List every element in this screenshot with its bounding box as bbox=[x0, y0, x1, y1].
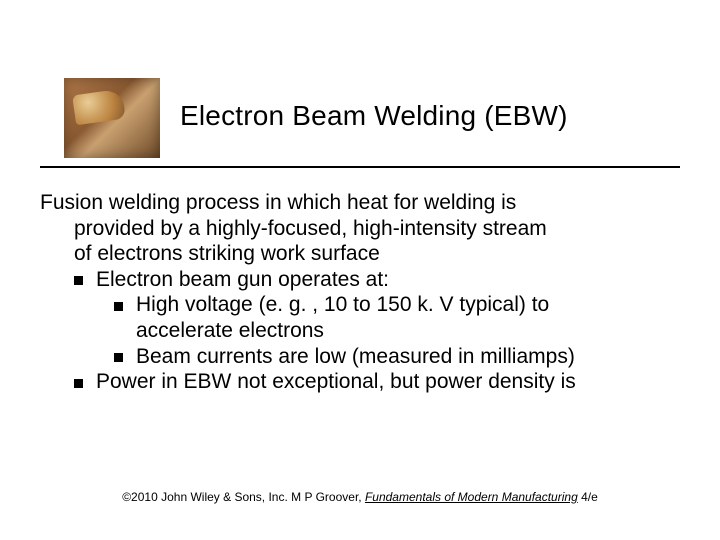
bullet-text: Beam currents are low (measured in milli… bbox=[136, 345, 575, 368]
bullet-text: Power in EBW not exceptional, but power … bbox=[96, 370, 576, 393]
list-item: High voltage (e. g. , 10 to 150 k. V typ… bbox=[114, 292, 672, 343]
intro-line-1: Fusion welding process in which heat for… bbox=[40, 191, 516, 214]
title-underline bbox=[40, 166, 680, 168]
slide: Electron Beam Welding (EBW) Fusion weldi… bbox=[0, 0, 720, 540]
bullet-sublist: High voltage (e. g. , 10 to 150 k. V typ… bbox=[96, 292, 672, 369]
list-item: Power in EBW not exceptional, but power … bbox=[74, 369, 672, 395]
footer-edition: 4/e bbox=[578, 490, 598, 504]
list-item: Electron beam gun operates at: High volt… bbox=[74, 267, 672, 369]
intro-line-2: provided by a highly‑focused, high‑inten… bbox=[40, 216, 672, 242]
intro-paragraph: Fusion welding process in which heat for… bbox=[40, 190, 672, 267]
footer-copyright: ©2010 John Wiley & Sons, Inc. M P Groove… bbox=[122, 490, 365, 504]
slide-body: Fusion welding process in which heat for… bbox=[40, 190, 672, 395]
footer-book-title: Fundamentals of Modern Manufacturing bbox=[365, 490, 578, 504]
slide-footer: ©2010 John Wiley & Sons, Inc. M P Groove… bbox=[0, 490, 720, 504]
bullet-text: High voltage (e. g. , 10 to 150 k. V typ… bbox=[136, 293, 549, 316]
bullet-text: Electron beam gun operates at: bbox=[96, 268, 389, 291]
bullet-text-cont: accelerate electrons bbox=[136, 319, 324, 342]
bullet-list: Electron beam gun operates at: High volt… bbox=[40, 267, 672, 395]
list-item: Beam currents are low (measured in milli… bbox=[114, 344, 672, 370]
header-thumbnail bbox=[64, 78, 160, 158]
slide-title: Electron Beam Welding (EBW) bbox=[180, 100, 680, 132]
intro-line-3: of electrons striking work surface bbox=[40, 241, 672, 267]
